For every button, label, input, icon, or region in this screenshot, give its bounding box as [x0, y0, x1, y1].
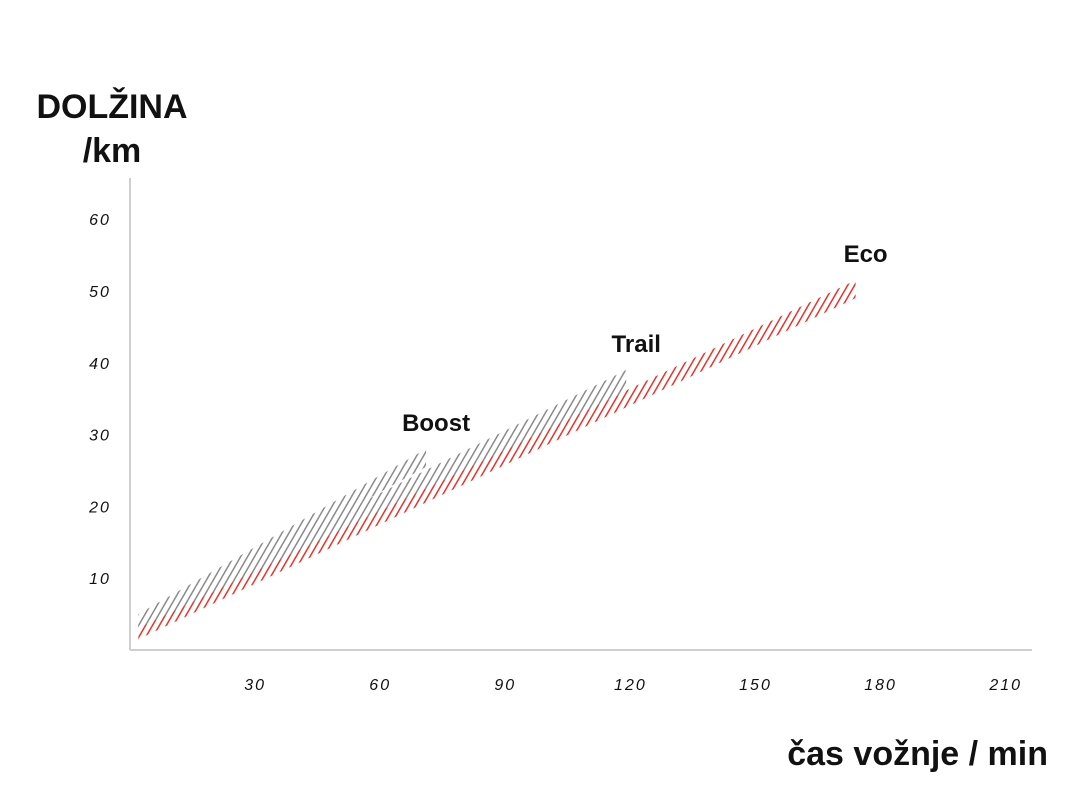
x-tick-label: 120 [614, 677, 647, 694]
x-tick-label: 90 [494, 677, 516, 694]
y-axis-label-line-1: DOLŽINA [36, 88, 187, 126]
y-tick-label: 50 [89, 284, 111, 301]
series-label-trail: Trail [612, 331, 661, 358]
x-tick-label: 180 [864, 677, 897, 694]
x-tick-label: 60 [369, 677, 391, 694]
band-eco [138, 280, 856, 640]
y-tick-label: 30 [89, 428, 111, 445]
y-tick-label: 20 [88, 499, 111, 516]
series-label-eco: Eco [844, 241, 888, 268]
band-trail [138, 369, 627, 629]
band-boost [138, 448, 427, 625]
x-tick-label: 150 [739, 677, 772, 694]
y-tick-label: 60 [89, 212, 111, 229]
y-axis-label-line-2: /km [83, 132, 142, 170]
y-tick-label: 40 [89, 356, 111, 373]
axis-ticks: 30 60 90 120 150 180 210 10 20 30 40 50 60 [88, 212, 1022, 694]
series-label-boost: Boost [402, 410, 470, 437]
x-tick-label: 210 [988, 677, 1022, 694]
x-tick-label: 30 [244, 677, 266, 694]
x-axis-label: čas vožnje / min [787, 735, 1048, 773]
y-tick-label: 10 [89, 571, 111, 588]
series-labels: Eco Trail Boost [402, 241, 888, 437]
series-bands [138, 280, 856, 640]
